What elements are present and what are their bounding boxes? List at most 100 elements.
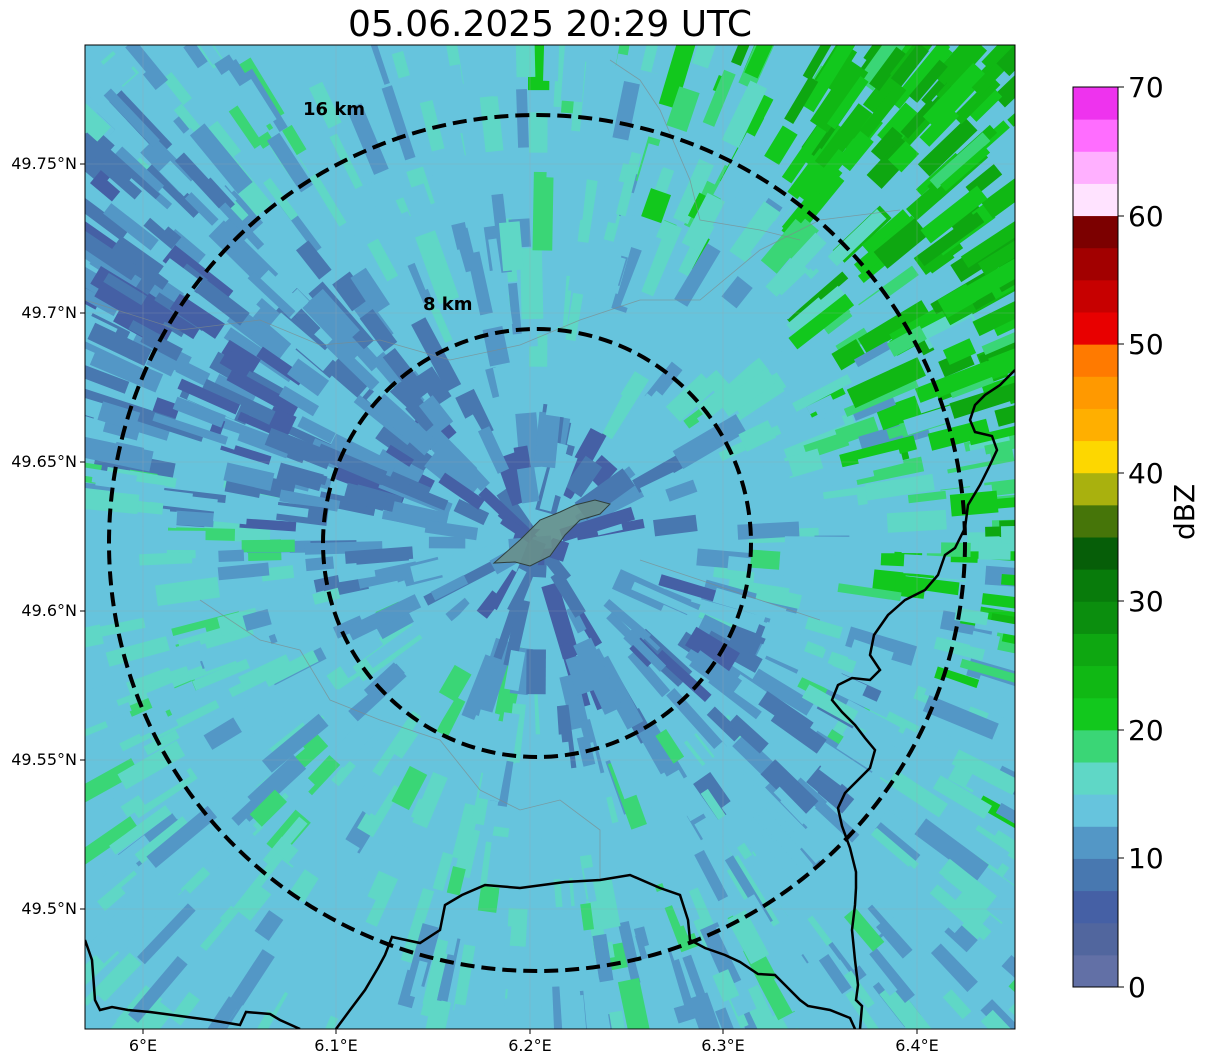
reflectivity-cell: [430, 1000, 451, 1029]
reflectivity-cell: [504, 158, 520, 204]
reflectivity-cell: [767, 839, 807, 883]
reflectivity-cell: [424, 520, 479, 541]
reflectivity-cell: [818, 752, 854, 786]
reflectivity-cell: [760, 218, 812, 274]
reflectivity-cell: [94, 279, 168, 334]
reflectivity-cell: [729, 201, 781, 263]
reflectivity-cell: [137, 903, 196, 965]
reflectivity-cell: [925, 943, 978, 997]
reflectivity-cell: [755, 585, 802, 610]
reflectivity-cell: [218, 70, 270, 138]
reflectivity-cell: [869, 46, 907, 92]
lat-tick-label: 49.55°N: [11, 750, 77, 769]
reflectivity-cell: [447, 249, 469, 287]
reflectivity-cell: [437, 89, 461, 128]
colorbar-tick-label: 60: [1128, 200, 1164, 233]
reflectivity-cell: [482, 567, 527, 641]
reflectivity-cell: [870, 780, 913, 817]
reflectivity-cell: [694, 849, 729, 902]
reflectivity-cell: [105, 636, 170, 667]
colorbar-segment: [1073, 119, 1118, 152]
reflectivity-cell: [464, 709, 500, 774]
reflectivity-cell: [689, 650, 743, 697]
lat-tick-label: 49.75°N: [11, 154, 77, 173]
reflectivity-cell: [875, 395, 923, 431]
reflectivity-cell: [85, 816, 139, 865]
axis-ticks: [80, 163, 918, 1034]
reflectivity-cell: [85, 489, 140, 514]
reflectivity-cell: [118, 697, 178, 731]
reflectivity-cell: [940, 146, 991, 192]
reflectivity-cell: [715, 1007, 736, 1029]
reflectivity-cell: [309, 173, 347, 227]
reflectivity-cell: [607, 191, 639, 269]
reflectivity-cell: [968, 419, 1015, 446]
lon-tick-label: 6.1°E: [314, 1036, 358, 1055]
reflectivity-cell: [146, 805, 218, 868]
reflectivity-cell: [546, 141, 563, 178]
reflectivity-cell: [959, 735, 1008, 769]
reflectivity-cell: [428, 536, 466, 549]
reflectivity-cell: [792, 374, 852, 412]
reflectivity-cell: [537, 266, 562, 321]
reflectivity-cell: [219, 349, 254, 379]
reflectivity-cell: [814, 103, 873, 172]
reflectivity-cell: [984, 439, 1015, 455]
reflectivity-cell: [341, 997, 382, 1029]
reflectivity-cell: [666, 86, 700, 132]
colorbar-segment: [1073, 794, 1118, 827]
reflectivity-cell: [742, 942, 795, 1021]
reflectivity-cell: [139, 552, 193, 566]
reflectivity-cell: [261, 565, 295, 582]
reflectivity-cell: [479, 95, 504, 153]
reflectivity-cell: [855, 947, 898, 997]
reflectivity-cell: [89, 346, 164, 393]
reflectivity-cell: [432, 851, 454, 892]
reflectivity-cell: [801, 45, 856, 113]
reflectivity-cell: [159, 530, 206, 551]
reflectivity-cell: [208, 220, 279, 290]
map-frame: [84, 44, 1016, 1030]
reflectivity-cell: [107, 904, 140, 936]
reflectivity-cell: [641, 188, 672, 224]
reflectivity-cell: [929, 132, 991, 189]
colorbar-ticks: [1118, 86, 1124, 988]
reflectivity-cell: [800, 958, 838, 1003]
reflectivity-cell: [434, 936, 461, 1013]
reflectivity-cell: [261, 777, 315, 833]
reflectivity-cell: [416, 366, 452, 407]
reflectivity-cell: [365, 176, 416, 254]
reflectivity-cell: [276, 462, 324, 492]
reflectivity-cell: [877, 893, 918, 935]
reflectivity-cell: [299, 688, 345, 728]
reflectivity-cell: [103, 88, 160, 147]
reflectivity-cell: [938, 858, 997, 911]
reflectivity-cell: [584, 55, 608, 90]
reflectivity-cell: [143, 729, 180, 756]
reflectivity-cell: [714, 316, 786, 384]
reflectivity-cell: [418, 395, 454, 433]
reflectivity-cell: [681, 192, 726, 252]
reflectivity-cell: [713, 741, 745, 775]
colorbar-segment: [1073, 890, 1118, 924]
reflectivity-cell: [391, 765, 428, 811]
reflectivity-cell: [724, 738, 775, 791]
reflectivity-cell: [102, 52, 136, 87]
reflectivity-cell: [685, 626, 740, 672]
reflectivity-cell: [731, 45, 756, 67]
reflectivity-cell: [141, 487, 193, 507]
reflectivity-cell: [592, 933, 614, 983]
reflectivity-cell: [768, 147, 803, 187]
reflectivity-cell: [951, 749, 1015, 796]
reflectivity-cell: [155, 576, 221, 607]
reflectivity-cell: [462, 989, 486, 1029]
reflectivity-cell: [400, 887, 435, 964]
reflectivity-cell: [461, 654, 499, 721]
reflectivity-cell: [100, 870, 160, 925]
country-border: [85, 369, 1015, 1029]
reflectivity-cell: [673, 158, 714, 225]
reflectivity-cell: [981, 593, 1015, 614]
reflectivity-cell: [375, 423, 434, 473]
reflectivity-cell: [974, 675, 1015, 712]
reflectivity-cell: [85, 803, 117, 843]
